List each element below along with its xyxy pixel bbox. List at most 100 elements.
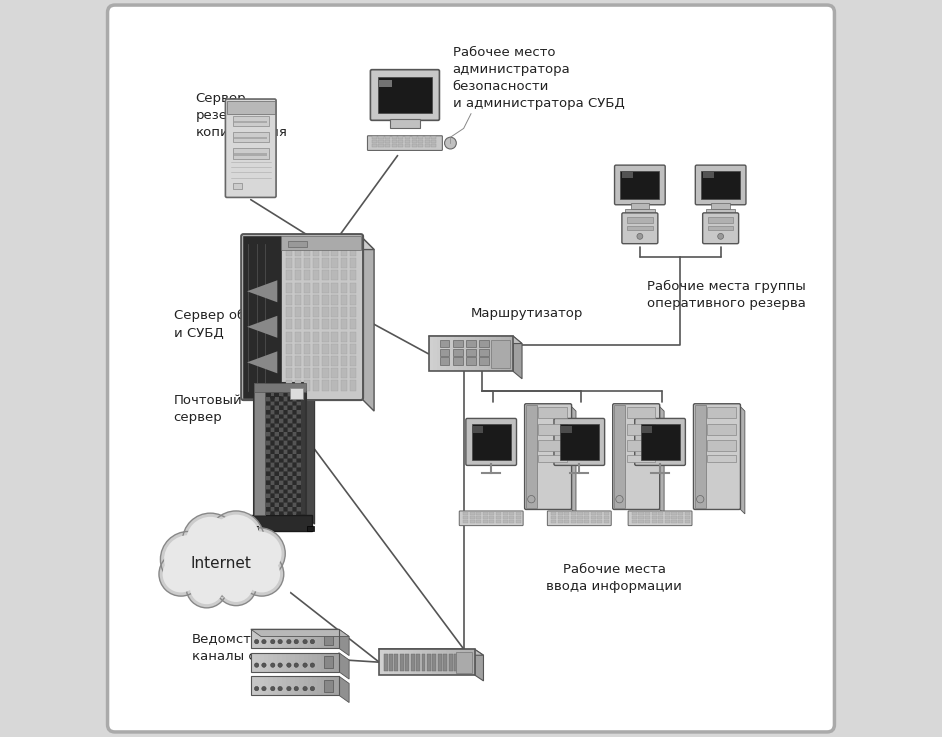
FancyBboxPatch shape (539, 408, 567, 419)
FancyBboxPatch shape (349, 356, 356, 366)
FancyBboxPatch shape (304, 332, 310, 341)
FancyBboxPatch shape (392, 140, 397, 143)
FancyBboxPatch shape (685, 512, 690, 515)
FancyBboxPatch shape (288, 464, 292, 467)
FancyBboxPatch shape (340, 380, 347, 391)
Circle shape (310, 640, 315, 644)
FancyBboxPatch shape (275, 459, 279, 463)
FancyBboxPatch shape (510, 516, 514, 519)
Circle shape (718, 234, 723, 240)
FancyBboxPatch shape (496, 512, 501, 515)
FancyBboxPatch shape (405, 654, 409, 671)
FancyBboxPatch shape (584, 512, 589, 515)
FancyBboxPatch shape (456, 649, 461, 675)
FancyBboxPatch shape (403, 649, 408, 675)
FancyBboxPatch shape (626, 424, 655, 435)
FancyBboxPatch shape (482, 516, 488, 519)
FancyBboxPatch shape (288, 503, 292, 506)
FancyBboxPatch shape (405, 144, 410, 147)
FancyBboxPatch shape (446, 336, 450, 371)
FancyBboxPatch shape (461, 649, 465, 675)
Polygon shape (247, 280, 277, 302)
FancyBboxPatch shape (304, 368, 310, 378)
FancyBboxPatch shape (275, 415, 279, 419)
FancyBboxPatch shape (547, 511, 611, 525)
FancyBboxPatch shape (625, 209, 655, 213)
FancyBboxPatch shape (293, 472, 296, 475)
FancyBboxPatch shape (560, 425, 599, 460)
FancyBboxPatch shape (622, 213, 658, 244)
FancyBboxPatch shape (293, 464, 296, 467)
FancyBboxPatch shape (288, 433, 292, 436)
FancyBboxPatch shape (286, 629, 290, 649)
FancyBboxPatch shape (284, 472, 287, 475)
FancyBboxPatch shape (288, 411, 292, 414)
FancyBboxPatch shape (284, 503, 287, 506)
FancyBboxPatch shape (551, 516, 556, 519)
FancyBboxPatch shape (488, 336, 492, 371)
FancyBboxPatch shape (267, 464, 269, 467)
Text: Internet: Internet (191, 556, 252, 570)
FancyBboxPatch shape (286, 332, 292, 341)
Circle shape (286, 686, 291, 691)
FancyBboxPatch shape (389, 654, 393, 671)
FancyBboxPatch shape (270, 459, 274, 463)
FancyBboxPatch shape (340, 332, 347, 341)
Text: Почтовый
сервер: Почтовый сервер (173, 394, 242, 424)
FancyBboxPatch shape (267, 489, 269, 493)
FancyBboxPatch shape (367, 136, 443, 150)
FancyBboxPatch shape (314, 295, 319, 305)
FancyBboxPatch shape (639, 512, 643, 515)
Circle shape (208, 511, 264, 567)
FancyBboxPatch shape (496, 520, 501, 523)
FancyBboxPatch shape (476, 512, 481, 515)
FancyBboxPatch shape (270, 503, 274, 506)
FancyBboxPatch shape (268, 676, 273, 695)
FancyBboxPatch shape (275, 388, 279, 392)
FancyBboxPatch shape (591, 520, 596, 523)
FancyBboxPatch shape (267, 441, 269, 445)
FancyBboxPatch shape (472, 425, 511, 460)
FancyBboxPatch shape (293, 393, 296, 397)
FancyBboxPatch shape (639, 516, 643, 519)
FancyBboxPatch shape (295, 295, 301, 305)
FancyBboxPatch shape (267, 415, 269, 419)
FancyBboxPatch shape (284, 489, 287, 493)
FancyBboxPatch shape (297, 388, 300, 392)
FancyBboxPatch shape (340, 246, 347, 256)
FancyBboxPatch shape (267, 446, 269, 450)
FancyBboxPatch shape (284, 481, 287, 484)
FancyBboxPatch shape (453, 340, 463, 347)
FancyBboxPatch shape (437, 336, 442, 371)
FancyBboxPatch shape (300, 629, 303, 649)
FancyBboxPatch shape (284, 388, 287, 392)
FancyBboxPatch shape (332, 258, 337, 268)
FancyBboxPatch shape (645, 516, 650, 519)
FancyBboxPatch shape (275, 485, 279, 489)
FancyBboxPatch shape (286, 380, 292, 391)
FancyBboxPatch shape (469, 516, 475, 519)
FancyBboxPatch shape (372, 140, 377, 143)
FancyBboxPatch shape (297, 441, 300, 445)
FancyBboxPatch shape (304, 356, 310, 366)
FancyBboxPatch shape (463, 512, 468, 515)
FancyBboxPatch shape (270, 485, 274, 489)
FancyBboxPatch shape (277, 653, 282, 671)
FancyBboxPatch shape (293, 437, 296, 441)
FancyBboxPatch shape (284, 415, 287, 419)
Text: Рабочие места
ввода информации: Рабочие места ввода информации (546, 563, 682, 593)
FancyBboxPatch shape (470, 649, 475, 675)
FancyBboxPatch shape (288, 489, 292, 493)
FancyBboxPatch shape (233, 148, 268, 158)
FancyBboxPatch shape (466, 419, 516, 466)
FancyBboxPatch shape (466, 357, 476, 365)
FancyBboxPatch shape (280, 419, 283, 423)
FancyBboxPatch shape (322, 380, 329, 391)
FancyBboxPatch shape (340, 270, 347, 280)
FancyBboxPatch shape (275, 455, 279, 458)
FancyBboxPatch shape (385, 136, 390, 139)
FancyBboxPatch shape (275, 397, 279, 401)
FancyBboxPatch shape (290, 676, 295, 695)
FancyBboxPatch shape (300, 676, 303, 695)
FancyBboxPatch shape (275, 406, 279, 410)
